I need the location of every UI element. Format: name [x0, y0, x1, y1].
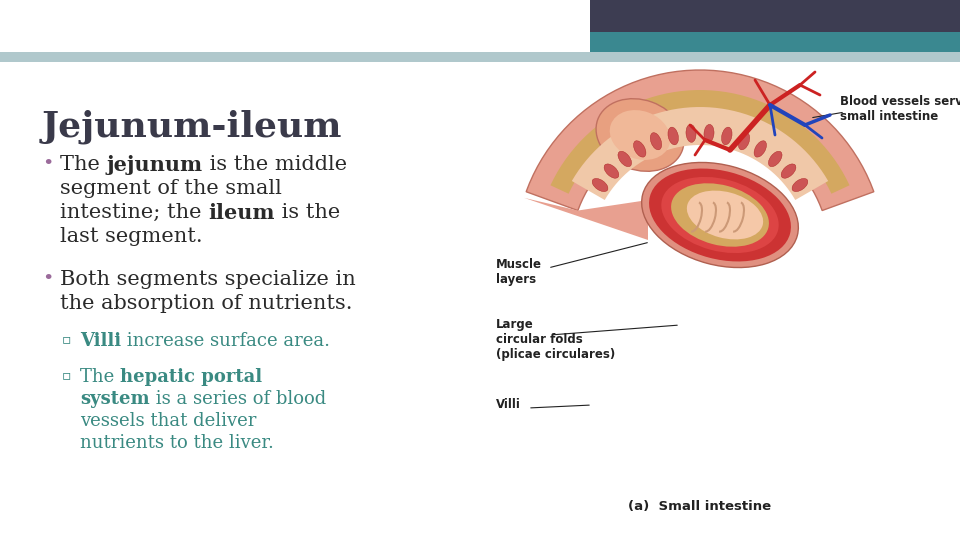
Text: ▫: ▫ [62, 332, 71, 346]
Ellipse shape [641, 163, 799, 267]
Text: •: • [42, 155, 54, 173]
Text: Villi: Villi [496, 398, 521, 411]
Text: the absorption of nutrients.: the absorption of nutrients. [60, 294, 352, 313]
Bar [0, 52, 960, 62]
Text: Jejunum-ileum: Jejunum-ileum [42, 110, 343, 145]
Ellipse shape [768, 151, 782, 167]
Text: Muscle
layers: Muscle layers [496, 258, 542, 286]
Ellipse shape [722, 127, 732, 145]
Ellipse shape [634, 141, 646, 157]
Ellipse shape [781, 164, 796, 178]
Text: nutrients to the liver.: nutrients to the liver. [80, 434, 274, 452]
Text: The: The [80, 368, 120, 386]
Text: jejunum: jejunum [107, 155, 203, 175]
Ellipse shape [592, 178, 608, 192]
Polygon shape [550, 90, 850, 194]
Text: system: system [80, 390, 150, 408]
Text: ▫: ▫ [62, 368, 71, 382]
Ellipse shape [671, 183, 769, 247]
Text: increase surface area.: increase surface area. [121, 332, 330, 350]
Text: vessels that deliver: vessels that deliver [80, 412, 256, 430]
Text: The: The [60, 155, 107, 174]
Polygon shape [526, 70, 874, 211]
Text: is a series of blood: is a series of blood [150, 390, 325, 408]
Ellipse shape [686, 124, 696, 143]
Ellipse shape [650, 133, 661, 150]
Text: hepatic portal: hepatic portal [120, 368, 262, 386]
Bar [590, 0, 960, 32]
Ellipse shape [686, 191, 763, 239]
Polygon shape [524, 198, 648, 240]
Text: Both segments specialize in: Both segments specialize in [60, 270, 356, 289]
Text: Villi: Villi [80, 332, 121, 350]
Text: intestine; the: intestine; the [60, 203, 208, 222]
Bar [0, 62, 960, 65]
Text: is the middle: is the middle [203, 155, 347, 174]
Text: last segment.: last segment. [60, 227, 203, 246]
Text: •: • [42, 270, 54, 288]
Ellipse shape [649, 168, 791, 261]
Ellipse shape [668, 127, 679, 145]
Text: Large
circular folds
(plicae circulares): Large circular folds (plicae circulares) [496, 318, 615, 361]
Ellipse shape [610, 110, 670, 160]
Ellipse shape [754, 141, 766, 157]
Ellipse shape [618, 151, 632, 167]
Ellipse shape [596, 99, 684, 171]
Ellipse shape [738, 133, 750, 150]
Text: (a)  Small intestine: (a) Small intestine [629, 500, 772, 513]
Bar [590, 32, 960, 52]
Ellipse shape [704, 124, 714, 143]
Ellipse shape [604, 164, 619, 178]
Text: is the: is the [275, 203, 340, 222]
Text: Blood vessels serving
small intestine: Blood vessels serving small intestine [840, 95, 960, 123]
Ellipse shape [792, 178, 808, 192]
Polygon shape [572, 107, 828, 200]
Text: ileum: ileum [208, 203, 275, 223]
Text: segment of the small: segment of the small [60, 179, 282, 198]
Ellipse shape [661, 177, 779, 253]
